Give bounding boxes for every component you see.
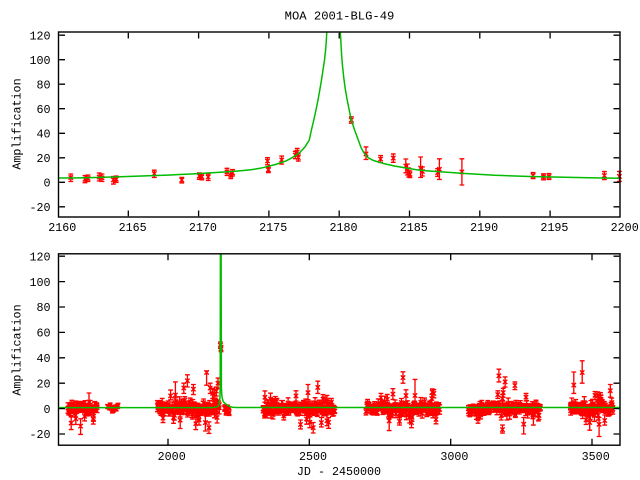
svg-text:2500: 2500 [299,450,327,464]
svg-text:0: 0 [43,403,50,417]
svg-text:100: 100 [29,54,50,68]
svg-text:-20: -20 [29,201,50,215]
svg-text:2165: 2165 [119,221,147,235]
svg-text:0: 0 [43,177,50,191]
svg-text:2170: 2170 [189,221,217,235]
svg-text:2190: 2190 [470,221,498,235]
svg-text:80: 80 [36,78,50,92]
svg-text:3500: 3500 [582,450,610,464]
svg-text:80: 80 [36,301,50,315]
svg-text:120: 120 [29,250,50,264]
svg-text:20: 20 [36,152,50,166]
svg-text:40: 40 [36,352,50,366]
svg-text:2160: 2160 [48,221,76,235]
svg-text:20: 20 [36,377,50,391]
svg-text:60: 60 [36,103,50,117]
svg-text:120: 120 [29,29,50,43]
svg-text:100: 100 [29,276,50,290]
svg-text:40: 40 [36,128,50,142]
svg-text:2185: 2185 [400,221,428,235]
svg-text:3000: 3000 [440,450,468,464]
svg-text:MOA 2001-BLG-49: MOA 2001-BLG-49 [285,10,395,24]
svg-text:-20: -20 [29,428,50,442]
svg-text:JD - 2450000: JD - 2450000 [297,465,381,479]
svg-text:2000: 2000 [158,450,186,464]
svg-text:Amplification: Amplification [11,78,25,169]
svg-text:2200: 2200 [611,221,639,235]
svg-text:2180: 2180 [329,221,357,235]
svg-text:2195: 2195 [540,221,568,235]
svg-text:Amplification: Amplification [11,304,25,395]
svg-text:60: 60 [36,327,50,341]
svg-text:2175: 2175 [259,221,287,235]
